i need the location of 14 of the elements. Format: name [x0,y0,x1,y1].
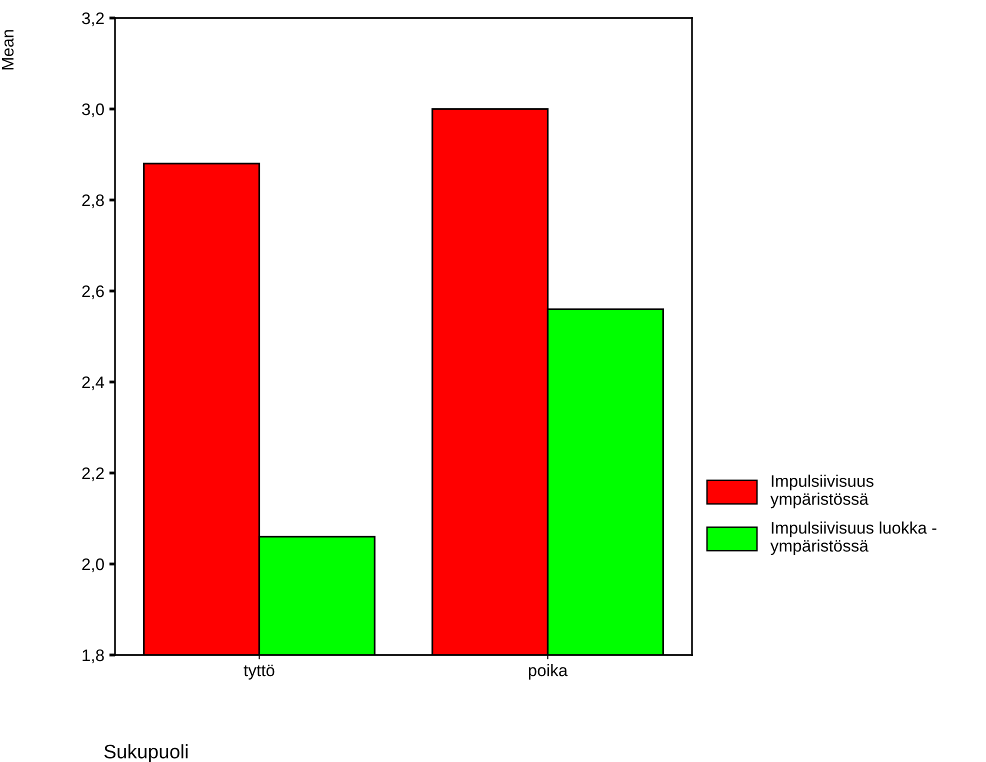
x-tick-label: poika [528,664,568,680]
x-axis-title: Sukupuoli [104,744,188,762]
y-tick-label: 2,4 [82,376,104,390]
x-tick-label: tyttö [244,664,274,680]
legend-label: Impulsiivisuus luokka - ympäristössä [770,522,936,556]
y-tick-label: 2,2 [82,467,104,482]
y-tick-label: 1,8 [82,649,104,664]
y-tick-label: 3,0 [82,103,104,118]
y-tick-label: 2,8 [82,194,104,208]
y-tick-label: 2,6 [82,285,104,300]
y-tick-label: 3,2 [82,12,104,26]
y-tick-label: 2,0 [82,558,104,572]
y-axis-title: Mean [2,30,14,70]
legend-label: Impulsiivisuus ympäristössä [770,474,874,508]
